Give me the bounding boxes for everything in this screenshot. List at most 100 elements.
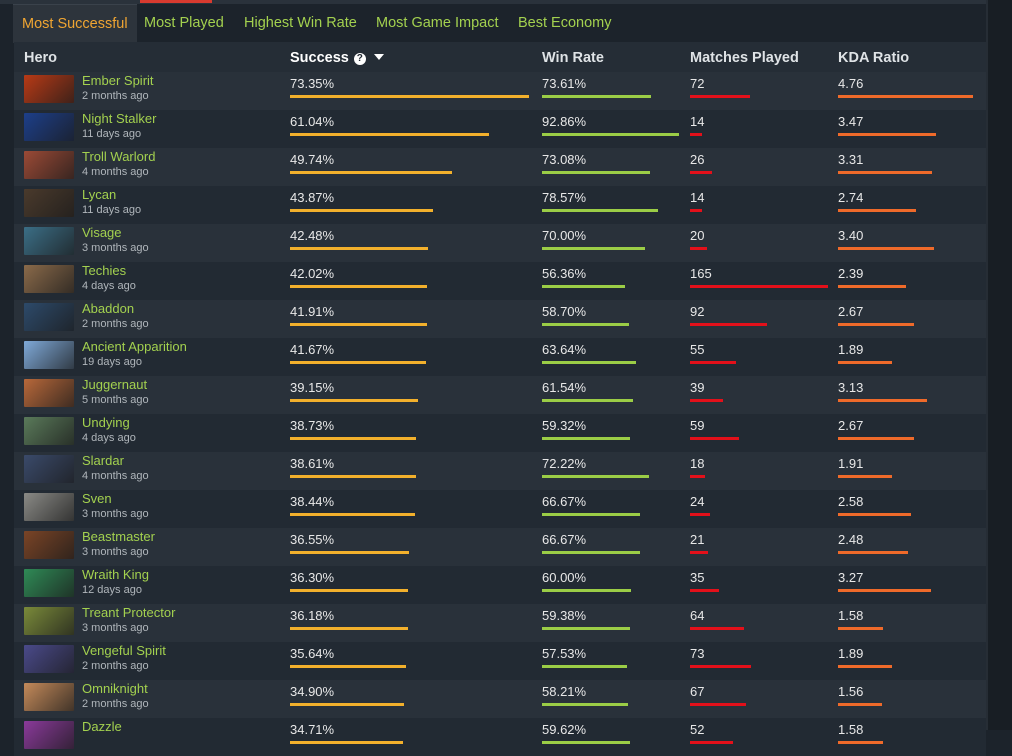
- matches-bar: [690, 703, 746, 706]
- hero-name-link[interactable]: Troll Warlord: [82, 149, 156, 164]
- kda-value: 2.58: [838, 494, 864, 509]
- success-value: 73.35%: [290, 76, 335, 91]
- tab-highest-win-rate[interactable]: Highest Win Rate: [244, 15, 357, 31]
- win-rate-bar: [542, 589, 631, 592]
- last-played: 12 days ago: [82, 584, 142, 596]
- win-rate-value: 78.57%: [542, 190, 587, 205]
- last-played: 11 days ago: [82, 128, 142, 140]
- matches-bar: [690, 209, 702, 212]
- hero-name-link[interactable]: Dazzle: [82, 719, 122, 734]
- tab-most-played[interactable]: Most Played: [144, 15, 224, 31]
- kda-value: 1.89: [838, 342, 864, 357]
- hero-portrait[interactable]: [24, 417, 74, 445]
- hero-portrait[interactable]: [24, 265, 74, 293]
- hero-portrait[interactable]: [24, 341, 74, 369]
- hero-name-link[interactable]: Sven: [82, 491, 112, 506]
- matches-bar: [690, 475, 705, 478]
- kda-bar: [838, 209, 916, 212]
- matches-bar: [690, 133, 702, 136]
- success-value: 41.67%: [290, 342, 335, 357]
- header-matches-played[interactable]: Matches Played: [690, 50, 799, 66]
- hero-name-link[interactable]: Ancient Apparition: [82, 339, 187, 354]
- kda-value: 2.74: [838, 190, 864, 205]
- win-rate-value: 60.00%: [542, 570, 587, 585]
- last-played: 2 months ago: [82, 90, 149, 102]
- hero-portrait[interactable]: [24, 455, 74, 483]
- win-rate-value: 73.61%: [542, 76, 587, 91]
- hero-portrait[interactable]: [24, 227, 74, 255]
- matches-value: 35: [690, 570, 705, 585]
- hero-portrait[interactable]: [24, 113, 74, 141]
- kda-bar: [838, 551, 908, 554]
- hero-name-link[interactable]: Lycan: [82, 187, 117, 202]
- header-win-rate[interactable]: Win Rate: [542, 50, 604, 66]
- last-played: 4 days ago: [82, 432, 136, 444]
- hero-name-link[interactable]: Vengeful Spirit: [82, 643, 166, 658]
- hero-name-link[interactable]: Wraith King: [82, 567, 149, 582]
- tab-best-economy[interactable]: Best Economy: [518, 15, 612, 31]
- hero-portrait[interactable]: [24, 493, 74, 521]
- hero-portrait[interactable]: [24, 645, 74, 673]
- hero-portrait[interactable]: [24, 379, 74, 407]
- kda-bar: [838, 589, 931, 592]
- matches-bar: [690, 171, 712, 174]
- matches-bar: [690, 589, 719, 592]
- hero-name-link[interactable]: Undying: [82, 415, 130, 430]
- header-success[interactable]: Success?: [290, 50, 384, 66]
- success-value: 35.64%: [290, 646, 335, 661]
- matches-bar: [690, 399, 723, 402]
- hero-portrait[interactable]: [24, 531, 74, 559]
- kda-bar: [838, 285, 906, 288]
- success-value: 36.55%: [290, 532, 335, 547]
- kda-value: 1.89: [838, 646, 864, 661]
- win-rate-bar: [542, 475, 649, 478]
- win-rate-bar: [542, 247, 645, 250]
- hero-name-link[interactable]: Omniknight: [82, 681, 148, 696]
- success-bar: [290, 513, 415, 516]
- success-bar: [290, 551, 409, 554]
- matches-bar: [690, 741, 733, 744]
- table-row: Techies 4 days ago 42.02% 56.36% 165 2.39: [14, 262, 986, 300]
- hero-name-link[interactable]: Ember Spirit: [82, 73, 154, 88]
- hero-portrait[interactable]: [24, 303, 74, 331]
- success-value: 36.18%: [290, 608, 335, 623]
- success-bar: [290, 285, 427, 288]
- success-value: 38.73%: [290, 418, 335, 433]
- win-rate-value: 72.22%: [542, 456, 587, 471]
- help-icon[interactable]: ?: [353, 53, 366, 65]
- header-hero[interactable]: Hero: [24, 50, 58, 66]
- hero-portrait[interactable]: [24, 721, 74, 749]
- hero-name-link[interactable]: Techies: [82, 263, 127, 278]
- last-played: 2 months ago: [82, 318, 149, 330]
- table-row: Abaddon 2 months ago 41.91% 58.70% 92 2.67: [14, 300, 986, 338]
- matches-bar: [690, 627, 744, 630]
- hero-portrait[interactable]: [24, 607, 74, 635]
- success-bar: [290, 209, 433, 212]
- hero-name-link[interactable]: Slardar: [82, 453, 124, 468]
- hero-name-link[interactable]: Abaddon: [82, 301, 135, 316]
- hero-name-link[interactable]: Visage: [82, 225, 122, 240]
- hero-name-link[interactable]: Night Stalker: [82, 111, 157, 126]
- win-rate-bar: [542, 437, 630, 440]
- kda-bar: [838, 665, 892, 668]
- win-rate-bar: [542, 703, 628, 706]
- hero-name-link[interactable]: Juggernaut: [82, 377, 148, 392]
- hero-portrait[interactable]: [24, 569, 74, 597]
- win-rate-value: 56.36%: [542, 266, 587, 281]
- tab-most-game-impact[interactable]: Most Game Impact: [376, 15, 499, 31]
- matches-bar: [690, 285, 828, 288]
- tab-most-successful[interactable]: Most Successful: [13, 4, 137, 43]
- hero-name-link[interactable]: Treant Protector: [82, 605, 176, 620]
- hero-portrait[interactable]: [24, 189, 74, 217]
- hero-portrait[interactable]: [24, 151, 74, 179]
- success-bar: [290, 247, 428, 250]
- matches-bar: [690, 247, 707, 250]
- success-value: 61.04%: [290, 114, 335, 129]
- win-rate-bar: [542, 513, 640, 516]
- hero-portrait[interactable]: [24, 75, 74, 103]
- hero-portrait[interactable]: [24, 683, 74, 711]
- win-rate-bar: [542, 741, 630, 744]
- win-rate-value: 92.86%: [542, 114, 587, 129]
- hero-name-link[interactable]: Beastmaster: [82, 529, 155, 544]
- header-kda-ratio[interactable]: KDA Ratio: [838, 50, 910, 66]
